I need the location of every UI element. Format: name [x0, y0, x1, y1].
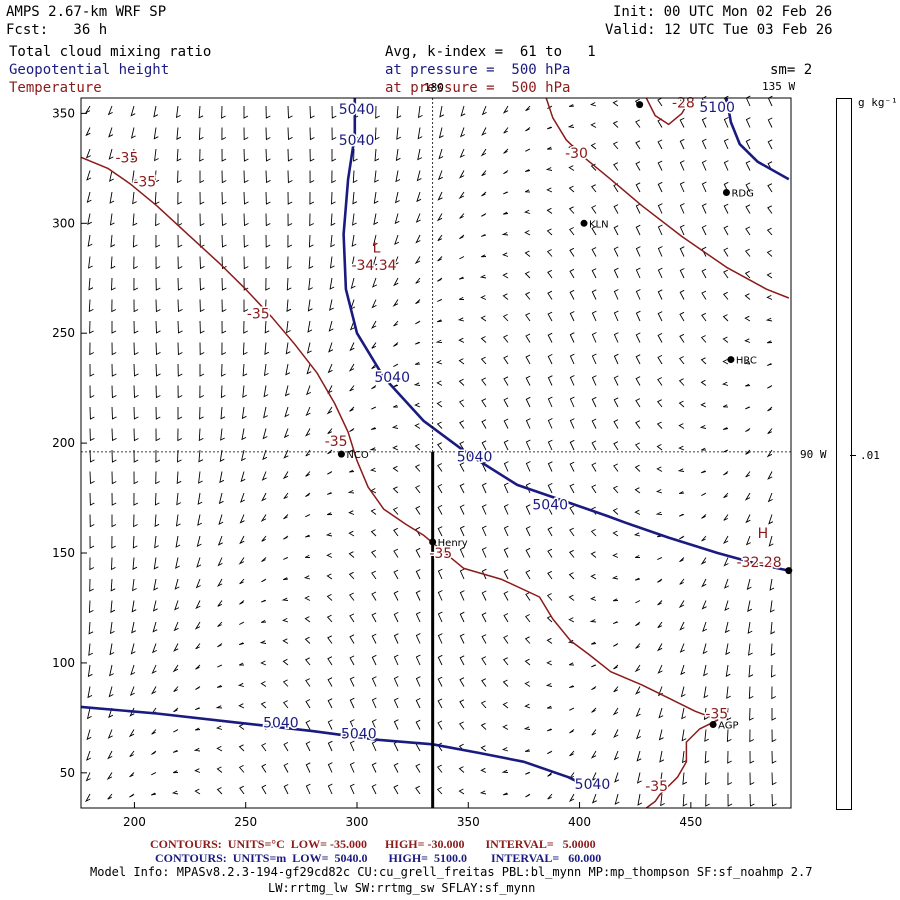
station-marker [636, 101, 644, 109]
temperature-contour-label: -35 [645, 779, 668, 795]
field-cloud-label: Total cloud mixing ratio [9, 44, 212, 60]
temperature-contour-label: -35 [325, 434, 348, 450]
temperature-contour-label: -35 [429, 546, 452, 562]
field-temp-desc: at pressure = 500 hPa [385, 80, 571, 96]
temperature-contour-label: -32 [736, 555, 759, 571]
temperature-contour-label: -35 [247, 306, 270, 322]
lon-180-label: 180 [424, 81, 444, 94]
colorbar [836, 98, 852, 810]
crosshair [81, 98, 791, 808]
height-contour-label: 5040 [339, 133, 375, 149]
model-title: AMPS 2.67-km WRF SP [6, 4, 167, 20]
temperature-contour [645, 97, 692, 126]
height-contour-label: 5040 [341, 726, 377, 742]
temperature-contour-label: -35 [705, 706, 728, 722]
colorbar-unit: g kg⁻¹ [858, 96, 898, 109]
footer-temp-contours: CONTOURS: UNITS=°C LOW= -35.000 HIGH= -3… [150, 837, 596, 851]
height-contour [342, 98, 790, 572]
extremum-label: H [758, 526, 769, 542]
temperature-contour [80, 156, 719, 809]
footer-model-info: Model Info: MPASv8.2.3-194-gf29cd82c CU:… [90, 865, 813, 879]
x-tick-label: 250 [234, 815, 257, 829]
temperature-contour-label: -35 [133, 175, 156, 191]
field-cloud-desc: Avg, k-index = 61 to 1 [385, 44, 596, 60]
y-tick-label: 250 [52, 326, 75, 340]
footer-physics-info: LW:rrtmg_lw SW:rrtmg_sw SFLAY:sf_mynn [268, 881, 536, 895]
station-label: KLN [589, 219, 609, 230]
valid-time: Valid: 12 UTC Tue 03 Feb 26 [605, 22, 833, 38]
station-label: AGP [718, 720, 738, 731]
y-tick-label: 350 [52, 106, 75, 120]
field-height-label: Geopotential height [9, 62, 170, 78]
station-label: HRC [736, 356, 757, 367]
station-label: RDG [731, 189, 753, 200]
x-tick-label: 450 [679, 815, 702, 829]
station-marker [722, 189, 730, 197]
wind-barb-field [84, 95, 777, 807]
colorbar-tick-label: .01 [860, 449, 880, 462]
footer-height-contours: CONTOURS: UNITS=m LOW= 5040.0 HIGH= 5100… [155, 851, 602, 865]
smoothing-label: sm= 2 [770, 62, 813, 78]
x-tick-label: 300 [346, 815, 369, 829]
station-label: NCO [346, 450, 368, 461]
field-height-desc: at pressure = 500 hPa [385, 62, 571, 78]
y-tick-label: 100 [52, 656, 75, 670]
height-contour-label: 5040 [339, 102, 375, 118]
height-contour-label: 5040 [263, 715, 299, 731]
x-tick-label: 350 [457, 815, 480, 829]
station-marker [580, 219, 588, 227]
y-tick-label: 150 [52, 546, 75, 560]
x-tick-label: 200 [123, 815, 146, 829]
station-marker [709, 720, 717, 728]
colorbar-tick [850, 455, 856, 456]
height-contour-label: 5040 [532, 498, 568, 514]
wind-barbs [84, 95, 777, 807]
plot-frame [80, 97, 792, 809]
height-contour [725, 97, 790, 181]
temperature-contour-label: -35 [116, 150, 139, 166]
height-contour-label: 5040 [457, 449, 493, 465]
lon-90-label: 90 W [800, 448, 827, 461]
station-marker [429, 538, 437, 546]
station-marker [337, 450, 345, 458]
field-temp-label: Temperature [9, 80, 102, 96]
temperature-contour-label: -34.34 [351, 258, 396, 274]
height-contour-label: 5100 [699, 100, 735, 116]
y-tick-label: 300 [52, 216, 75, 230]
station-label: Henry [438, 538, 468, 549]
station-marker [727, 356, 735, 364]
init-time: Init: 00 UTC Mon 02 Feb 26 [613, 4, 833, 20]
forecast-hour: Fcst: 36 h [6, 22, 108, 38]
temperature-contour-label: -30 [565, 146, 588, 162]
height-contour [80, 705, 578, 783]
height-contour-label: 5040 [374, 370, 410, 386]
height-contour-label: 5040 [575, 777, 611, 793]
y-tick-label: 50 [60, 766, 75, 780]
y-tick-label: 200 [52, 436, 75, 450]
extremum-label: L [373, 240, 381, 256]
temperature-contour-label: -28 [672, 95, 695, 111]
lon-135-label: 135 W [762, 80, 796, 93]
temperature-contour [545, 97, 790, 299]
temperature-contour-label: -28 [759, 555, 782, 571]
x-tick-label: 400 [568, 815, 591, 829]
